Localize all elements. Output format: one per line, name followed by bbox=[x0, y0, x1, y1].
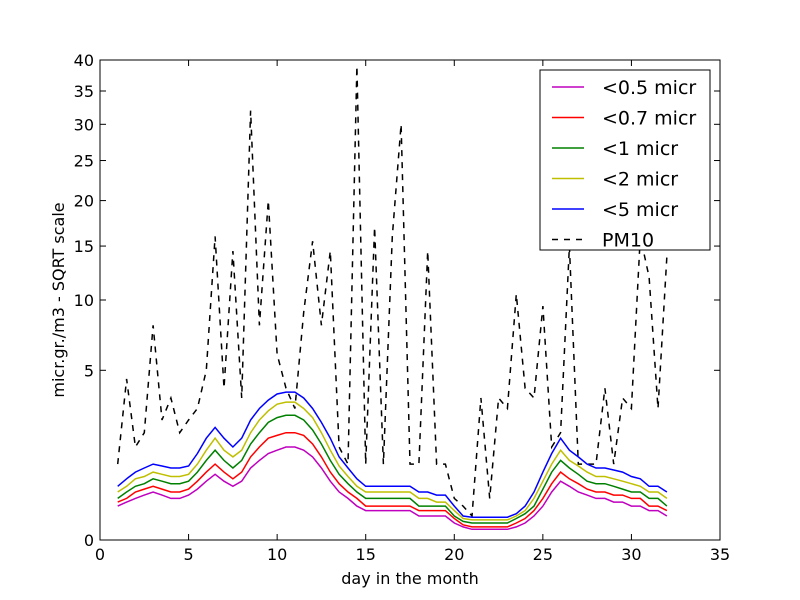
series-line-0 bbox=[117, 446, 668, 531]
legend-entry-label: <0.5 micr bbox=[602, 77, 696, 99]
y-tick-label: 20 bbox=[74, 192, 94, 211]
x-tick-label: 10 bbox=[267, 545, 287, 564]
series-line-4 bbox=[117, 391, 668, 518]
y-axis: 0 5 10 15 20 25 30 35 40 bbox=[74, 51, 720, 550]
y-tick-label: 35 bbox=[74, 82, 94, 101]
x-tick-label: 30 bbox=[621, 545, 641, 564]
y-tick-label: 5 bbox=[84, 361, 94, 380]
x-tick-label: 35 bbox=[710, 545, 730, 564]
y-tick-label: 0 bbox=[84, 531, 94, 550]
x-axis: 0 5 10 15 20 25 30 35 bbox=[95, 60, 730, 564]
x-tick-label: 15 bbox=[356, 545, 376, 564]
legend-box bbox=[539, 69, 711, 251]
y-tick-label: 30 bbox=[74, 115, 94, 134]
legend-entry-label: <2 micr bbox=[602, 169, 678, 191]
legend-entry-label: <0.7 micr bbox=[602, 108, 696, 130]
x-tick-label: 5 bbox=[183, 545, 193, 564]
y-axis-label: micr.gr./m3 - SQRT scale bbox=[49, 202, 68, 397]
legend-entry-label: <5 micr bbox=[602, 199, 678, 221]
plot-area bbox=[116, 65, 668, 531]
x-tick-label: 0 bbox=[95, 545, 105, 564]
legend: <0.5 micr <0.7 micr <1 micr <2 micr <5 micr P… bbox=[539, 69, 711, 252]
y-tick-label: 15 bbox=[74, 237, 94, 256]
legend-entry-label: PM10 bbox=[602, 230, 654, 252]
y-tick-label: 10 bbox=[74, 291, 94, 310]
x-tick-label: 25 bbox=[533, 545, 553, 564]
y-tick-label: 40 bbox=[74, 51, 94, 70]
y-tick-label: 25 bbox=[74, 152, 94, 171]
series-line-5 bbox=[116, 65, 668, 518]
series-group bbox=[116, 65, 668, 531]
x-tick-label: 20 bbox=[444, 545, 464, 564]
legend-entry-label: <1 micr bbox=[602, 138, 678, 160]
series-line-3 bbox=[117, 401, 668, 521]
series-line-1 bbox=[117, 431, 668, 528]
series-line-2 bbox=[117, 414, 668, 524]
x-axis-label: day in the month bbox=[341, 569, 478, 588]
